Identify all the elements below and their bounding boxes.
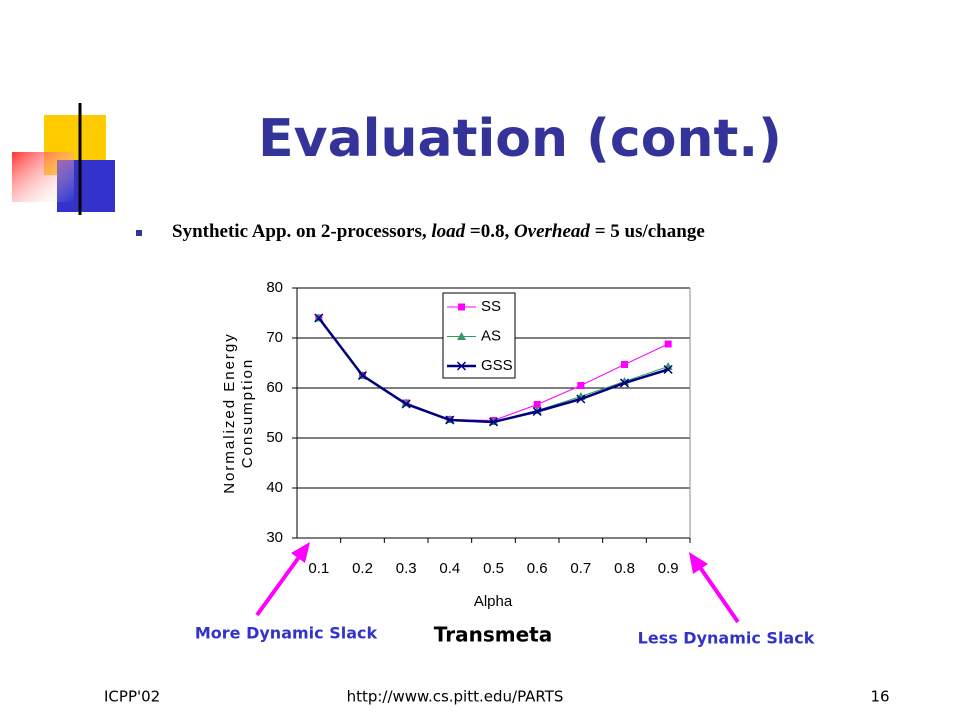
arrow-head (291, 542, 310, 563)
y-axis-label: Consumption (239, 358, 256, 468)
arrow-head (689, 552, 708, 574)
annotation: More Dynamic Slack (195, 624, 378, 643)
y-tick-label: 70 (266, 329, 283, 346)
y-tick-label: 50 (266, 429, 283, 446)
x-tick-label: 0.8 (614, 560, 635, 577)
y-tick-label: 80 (266, 279, 283, 296)
footer-right: 16 (870, 688, 889, 706)
x-tick-label: 0.7 (570, 560, 591, 577)
marker (488, 417, 499, 427)
annotation: Less Dynamic Slack (638, 629, 815, 648)
slide-title: Evaluation (cont.) (258, 109, 782, 169)
y-tick-label: 30 (266, 529, 283, 546)
y-axis-label: Normalized Energy (221, 332, 238, 494)
marker (619, 378, 630, 388)
footer-left: ICPP'02 (104, 688, 160, 706)
bullet-text: Synthetic App. on 2-processors, load =0.… (172, 221, 705, 242)
marker (357, 370, 368, 381)
marker (314, 313, 324, 323)
marker (445, 415, 455, 425)
bullet-part: =0.8, (465, 221, 514, 242)
legend-label: SS (481, 298, 501, 315)
x-axis-label: Alpha (474, 593, 513, 610)
x-tick-label: 0.2 (352, 560, 373, 577)
marker (532, 406, 542, 417)
marker (533, 401, 541, 408)
bullet-part: Overhead (514, 221, 590, 242)
x-tick-label: 0.5 (483, 560, 504, 577)
arrows (255, 542, 740, 624)
x-tick-label: 0.1 (308, 560, 329, 577)
deco-red (12, 152, 74, 202)
marker (664, 340, 672, 348)
arrow (695, 561, 740, 624)
bullet-part: = 5 us/change (590, 221, 705, 242)
bullet-part: Synthetic App. on 2-processors, (172, 221, 431, 242)
marker (621, 361, 628, 368)
x-tick-label: 0.3 (396, 560, 417, 577)
marker (456, 361, 467, 371)
legend-label: GSS (481, 357, 513, 374)
x-tick-label: 0.9 (658, 560, 679, 577)
x-tick-label: 0.4 (439, 560, 460, 577)
arrow (255, 551, 304, 617)
marker (457, 332, 466, 340)
marker (401, 399, 411, 409)
y-tick-label: 60 (266, 379, 283, 396)
bullet-part: load (431, 221, 465, 242)
x-tick-label: 0.6 (527, 560, 548, 577)
footer-center: http://www.cs.pitt.edu/PARTS (347, 688, 564, 706)
y-tick-label: 40 (266, 479, 283, 496)
legend-label: AS (481, 327, 501, 344)
annotation: Transmeta (434, 623, 552, 647)
marker (458, 303, 465, 311)
chart: 30 40 50 60 70 80 0.1 0.2 0.3 0.4 0.5 0.6 0.7 0.8 0.9 A… (221, 279, 691, 610)
bullet-dot (136, 230, 142, 236)
marker (576, 394, 586, 404)
marker (577, 382, 585, 389)
marker (663, 364, 673, 375)
